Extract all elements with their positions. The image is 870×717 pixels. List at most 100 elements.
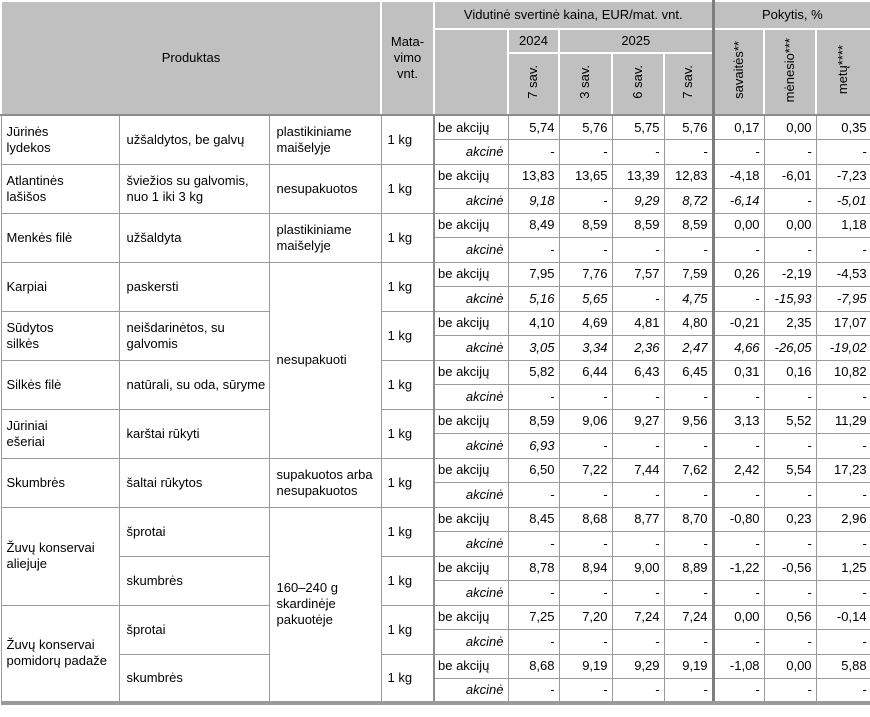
change-cell: - <box>815 678 870 705</box>
change-cell: -4,53 <box>815 261 870 287</box>
price-cell: 9,27 <box>611 408 665 434</box>
price-cell: - <box>507 580 560 606</box>
product-regular-row: Karpiai paskersti nesupakuoti 1 kg be akcijų… <box>0 261 870 459</box>
price-cell: - <box>663 139 714 165</box>
price-cell: 7,25 <box>507 604 560 630</box>
packaging-cell: 160–240 g skardinėje pakuotėje <box>268 506 382 705</box>
change-cell: 2,96 <box>815 506 870 532</box>
product-regular-row: Žuvų konservai pomidorų padaže šprotai 1 k… <box>0 604 870 705</box>
price-cell: 13,83 <box>507 163 560 189</box>
change-month-label: mėnesio*** <box>781 37 797 103</box>
product-name-cell: Atlantinės lašišos <box>0 163 120 214</box>
change-cell: -19,02 <box>815 335 870 361</box>
price-cell: 8,77 <box>611 506 665 532</box>
price-type-regular-label: be akcijų <box>433 114 509 140</box>
change-cell: -7,95 <box>815 286 870 312</box>
price-cell: 9,56 <box>663 408 714 434</box>
price-type-promo-label: akcinė <box>433 629 509 655</box>
price-cell: 9,19 <box>663 653 714 679</box>
col-header-matavimo-vnt: Mata- vimo vnt. <box>380 0 435 116</box>
col-header-change-year: metų**** <box>815 28 870 116</box>
packaging-cell: plastikiniame maišelyje <box>268 114 382 165</box>
product-regular-row: Skumbrės šaltai rūkytos supakuotos arba ne… <box>0 457 870 508</box>
price-type-regular-label: be akcijų <box>433 506 509 532</box>
price-cell: - <box>558 678 613 705</box>
product-regular-row: Atlantinės lašišos šviežios su galvomis, … <box>0 163 870 214</box>
unit-cell: 1 kg <box>380 408 435 459</box>
col-header-pokytis: Pokytis, % <box>711 0 870 30</box>
col-header-change-week: savaitės** <box>711 28 766 116</box>
price-cell: - <box>507 139 560 165</box>
price-cell: - <box>558 139 613 165</box>
change-cell: 2,35 <box>763 310 817 336</box>
price-cell: 9,29 <box>611 653 665 679</box>
unit-cell: 1 kg <box>380 604 435 655</box>
change-cell: 0,00 <box>763 114 817 140</box>
week-label: 7 sav. <box>680 65 696 99</box>
product-description-cell: užšaldyta <box>118 212 270 263</box>
price-cell: 3,34 <box>558 335 613 361</box>
product-promo-row: akcinė - - - - - - - <box>1 237 870 263</box>
change-cell: - <box>711 139 765 165</box>
change-cell: - <box>763 482 817 508</box>
change-cell: 1,25 <box>815 555 870 581</box>
price-cell: 5,76 <box>663 114 714 140</box>
product-regular-row: Sūdytos silkės neišdarinėtos, su galvomis… <box>0 310 870 361</box>
change-cell: 5,88 <box>815 653 870 679</box>
price-cell: - <box>558 629 613 655</box>
price-cell: 7,57 <box>611 261 665 287</box>
price-cell: 8,59 <box>611 212 665 238</box>
price-cell: 7,44 <box>611 457 665 483</box>
change-cell: - <box>763 678 817 705</box>
price-cell: - <box>507 531 560 557</box>
change-cell: 0,16 <box>763 359 817 385</box>
product-regular-row: Silkės filė natūrali, su oda, sūryme 1 kg b… <box>0 359 870 410</box>
product-promo-row: akcinė 6,93- - - - - - <box>1 433 870 459</box>
price-cell: 7,24 <box>611 604 665 630</box>
product-promo-row: akcinė - - - - - - - <box>1 629 870 655</box>
price-cell: - <box>611 580 665 606</box>
price-type-promo-label: akcinė <box>433 678 509 705</box>
price-cell: 5,16 <box>507 286 560 312</box>
price-type-regular-label: be akcijų <box>433 359 509 385</box>
table-body: Jūrinės lydekos užšaldytos, be galvų plast… <box>0 114 870 705</box>
price-cell: 9,29 <box>611 188 665 214</box>
price-type-regular-label: be akcijų <box>433 653 509 679</box>
product-promo-row: akcinė 9,18-9,29 8,72 -6,14- -5,01 <box>1 188 870 214</box>
change-cell: - <box>711 433 765 459</box>
product-description-cell: skumbrės <box>118 555 270 606</box>
change-cell: -6,01 <box>763 163 817 189</box>
price-cell: 8,78 <box>507 555 560 581</box>
product-promo-row: akcinė - - - - - - - <box>1 384 870 410</box>
change-cell: -6,14 <box>711 188 765 214</box>
change-cell: 2,42 <box>711 457 765 483</box>
product-promo-row: akcinė 5,16 5,65-4,75- -15,93 -7,95 <box>1 286 870 312</box>
product-regular-row: skumbrės 1 kg be akcijų 8,68 9,19 9,29 9,19 -1,… <box>1 653 870 705</box>
price-cell: - <box>611 482 665 508</box>
change-cell: 1,18 <box>815 212 870 238</box>
unit-cell: 1 kg <box>380 359 435 410</box>
price-cell: 13,65 <box>558 163 613 189</box>
product-description-cell: šprotai <box>118 604 270 655</box>
packaging-cell: plastikiniame maišelyje <box>268 212 382 263</box>
price-type-promo-label: akcinė <box>433 531 509 557</box>
price-cell: 7,20 <box>558 604 613 630</box>
price-cell: 7,76 <box>558 261 613 287</box>
price-cell: 6,50 <box>507 457 560 483</box>
week-label: 6 sav. <box>629 65 645 99</box>
col-header-produktas: Produktas <box>0 0 382 116</box>
price-cell: 2,47 <box>663 335 714 361</box>
col-header-price-type-spacer <box>433 28 509 116</box>
change-cell: - <box>711 286 765 312</box>
price-cell: 4,80 <box>663 310 714 336</box>
product-description-cell: karštai rūkyti <box>118 408 270 459</box>
change-cell: -5,01 <box>815 188 870 214</box>
price-cell: 8,89 <box>663 555 714 581</box>
change-cell: - <box>815 629 870 655</box>
change-cell: 0,26 <box>711 261 765 287</box>
change-cell: 0,00 <box>763 653 817 679</box>
change-cell: - <box>763 580 817 606</box>
change-year-label: metų**** <box>835 45 851 95</box>
change-cell: - <box>763 188 817 214</box>
price-cell: - <box>663 433 714 459</box>
